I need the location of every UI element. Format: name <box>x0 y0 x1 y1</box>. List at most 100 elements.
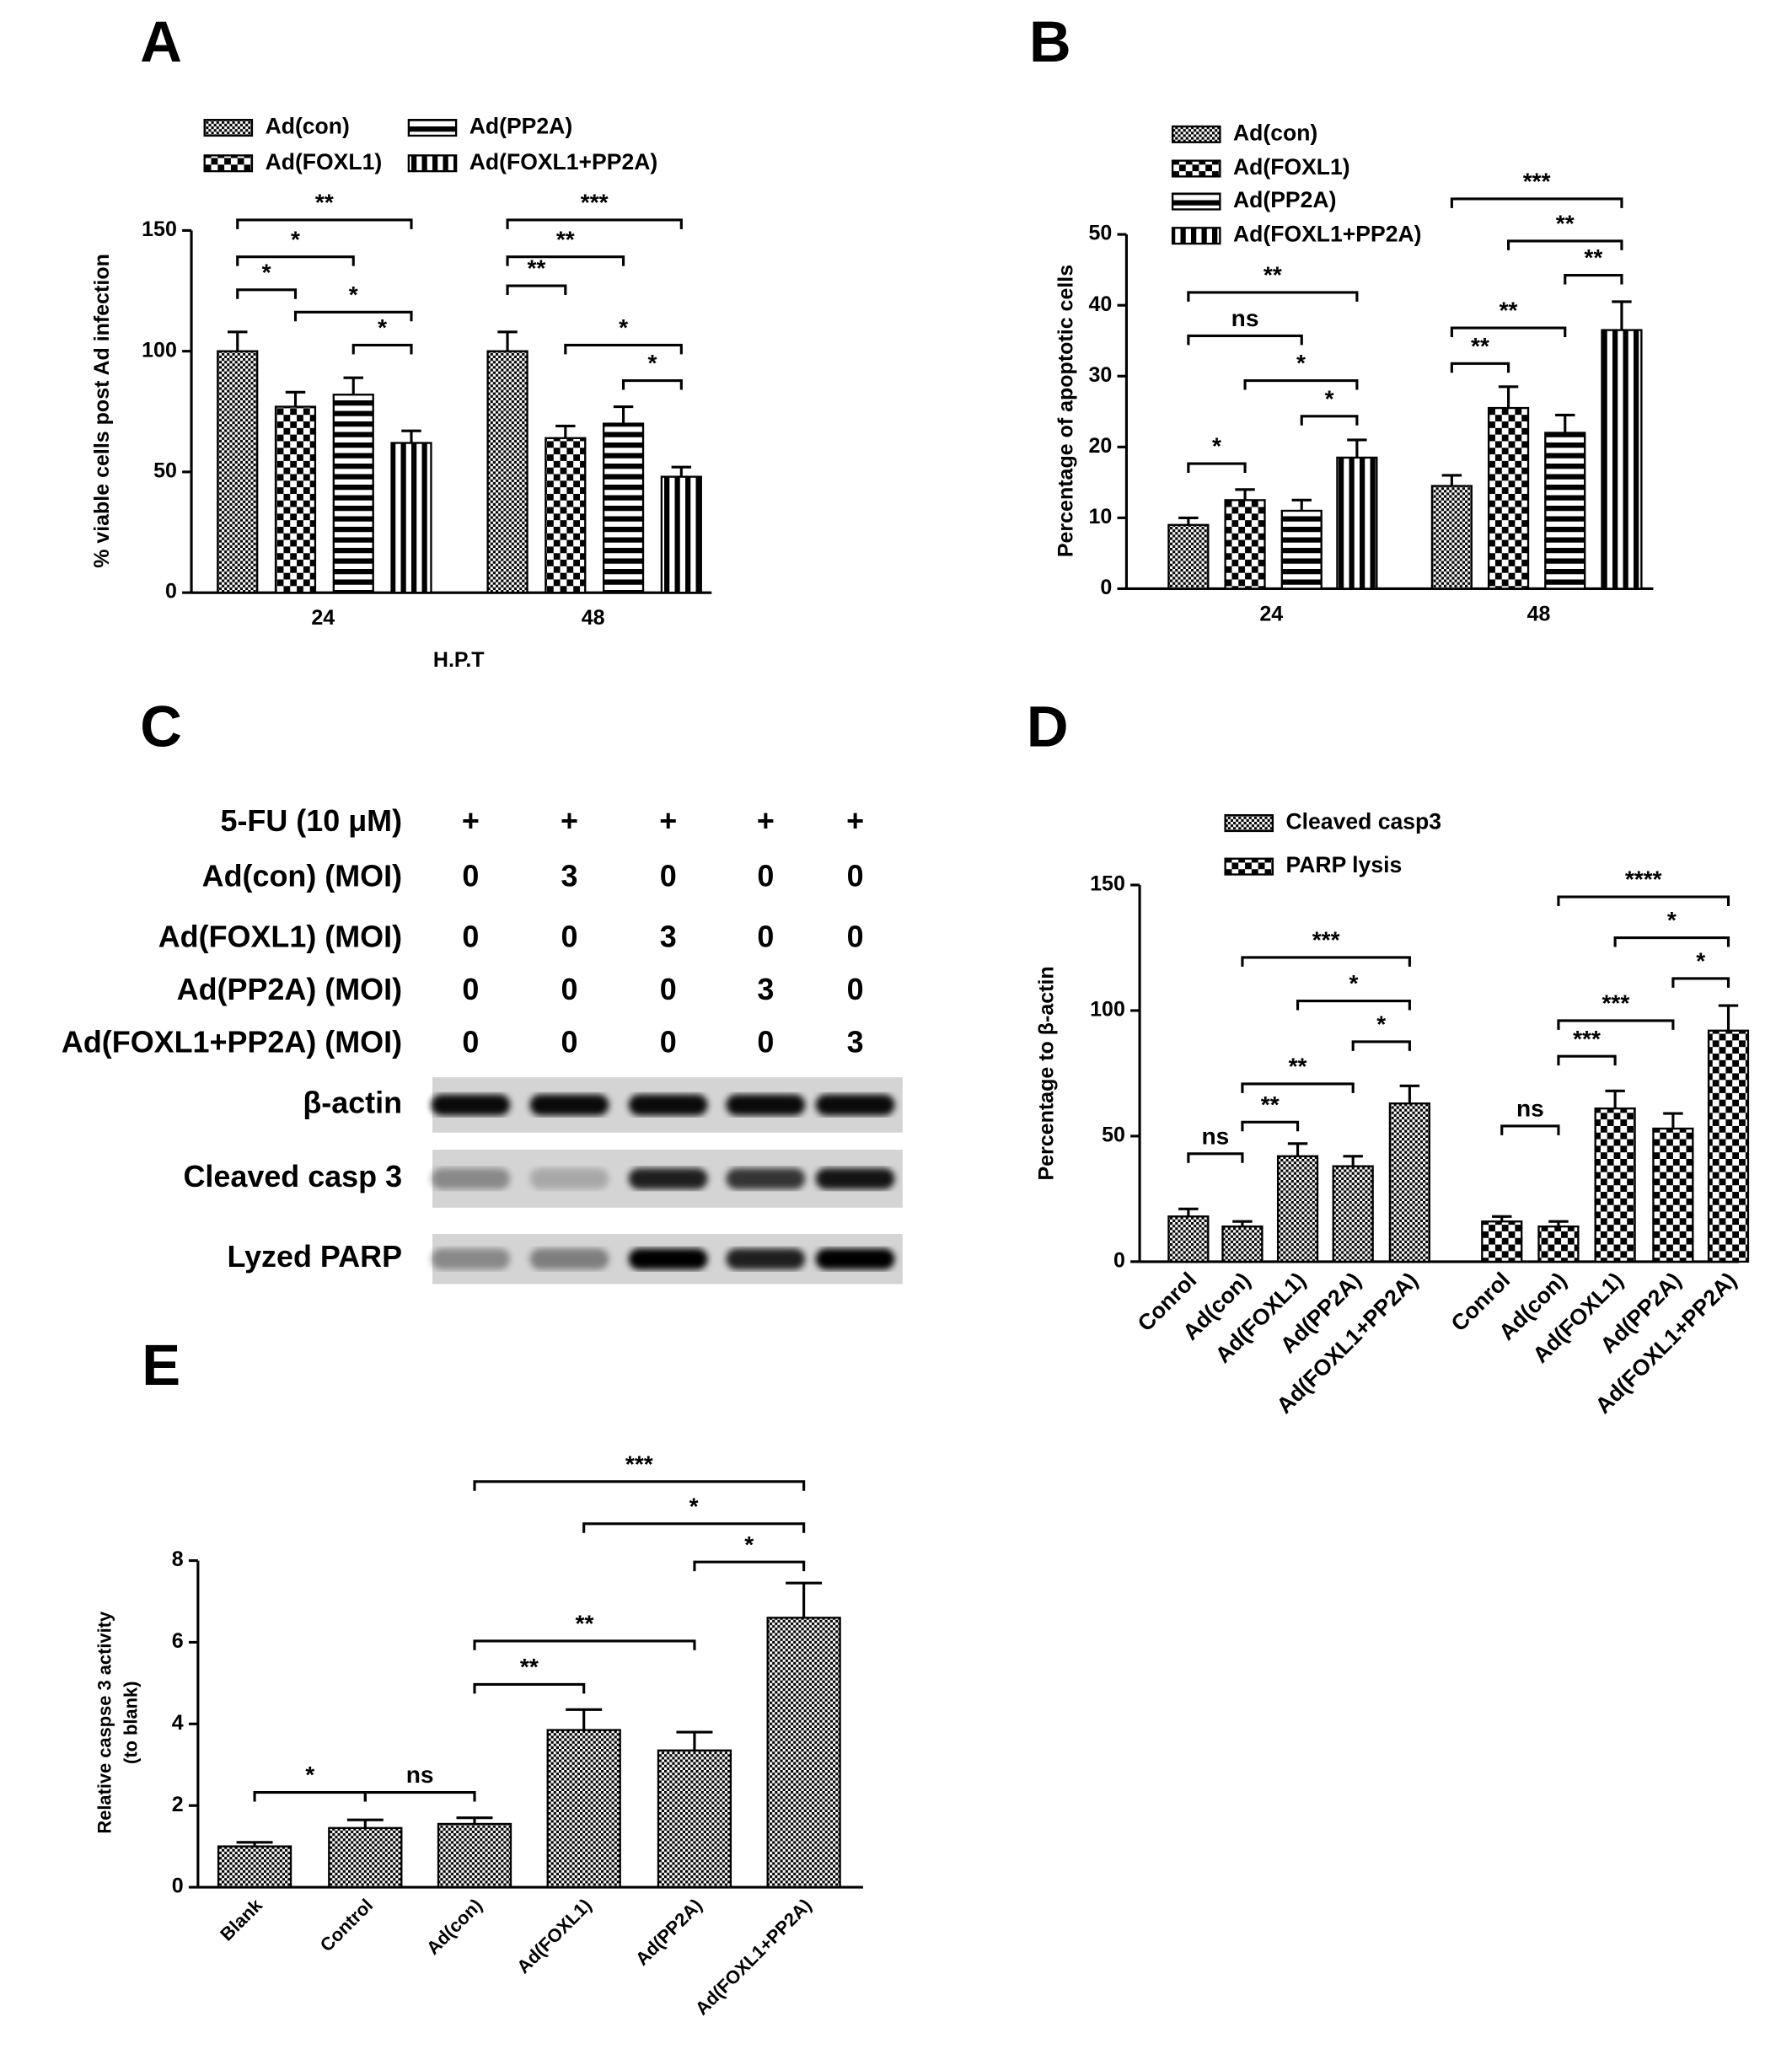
x-tick-label: Ad(con) <box>422 1895 486 1959</box>
row-label: Ad(con) (MOI) <box>202 859 402 893</box>
legend-swatch <box>407 154 458 173</box>
significance-bracket <box>1187 1152 1244 1163</box>
blot-band <box>431 1167 511 1189</box>
cell: 3 <box>757 972 774 1006</box>
y-axis-label: (to blank) <box>121 1682 142 1764</box>
blot-band <box>726 1248 806 1270</box>
significance-bracket <box>363 1791 476 1802</box>
blot-band <box>726 1167 806 1189</box>
cell: 0 <box>462 859 479 893</box>
cell: 0 <box>561 1025 578 1059</box>
significance-label: * <box>1349 970 1358 996</box>
significance-bracket <box>1187 291 1359 302</box>
bar <box>328 1826 403 1889</box>
cell: 0 <box>462 920 479 954</box>
bar <box>1224 499 1266 590</box>
significance-label: *** <box>1312 927 1340 953</box>
significance-bracket <box>506 284 567 295</box>
bar <box>1601 329 1643 590</box>
significance-bracket <box>1500 1124 1560 1135</box>
error-bar <box>1343 1155 1363 1167</box>
significance-label: * <box>744 1531 754 1558</box>
bar <box>545 437 587 594</box>
y-axis-label: Percentage to β-actin <box>1034 966 1058 1180</box>
cell: + <box>659 803 677 838</box>
bar <box>1430 485 1473 590</box>
bar <box>657 1749 732 1889</box>
significance-label: ** <box>1556 211 1575 237</box>
cell: + <box>757 803 775 838</box>
legend-label: Cleaved casp3 <box>1286 809 1441 834</box>
significance-bracket <box>1351 1040 1411 1051</box>
x-tick-label: 48 <box>582 606 605 630</box>
significance-label: * <box>1667 907 1677 933</box>
legend-swatch <box>1171 125 1221 143</box>
error-bar <box>1235 488 1255 501</box>
significance-label: **** <box>1625 866 1662 893</box>
y-tick-label: 150 <box>142 217 177 241</box>
y-tick-label: 4 <box>172 1711 184 1735</box>
significance-label: *** <box>1523 169 1551 195</box>
error-bar <box>456 1816 493 1824</box>
blot-band <box>529 1167 609 1189</box>
cell: + <box>561 803 578 838</box>
legend-label: Ad(PP2A) <box>1233 187 1336 212</box>
significance-bracket <box>506 255 625 266</box>
significance-bracket <box>693 1560 806 1572</box>
significance-bracket <box>1450 197 1623 208</box>
blot-band <box>628 1167 708 1189</box>
significance-label: ** <box>315 190 334 216</box>
blot-band <box>529 1248 609 1270</box>
bar <box>546 1729 621 1889</box>
blot-band <box>815 1094 895 1116</box>
bar <box>437 1822 512 1889</box>
error-bar <box>1555 413 1575 433</box>
error-bar <box>285 390 306 407</box>
blot-band <box>726 1094 806 1116</box>
y-tick-label: 0 <box>1100 576 1112 599</box>
cell: 0 <box>561 920 578 954</box>
y-tick-label: 20 <box>1088 434 1112 458</box>
significance-bracket <box>293 310 413 322</box>
error-bar <box>497 330 518 351</box>
legend-label: Ad(FOXL1+PP2A) <box>1233 222 1421 247</box>
significance-label: * <box>1696 948 1705 974</box>
significance-label: ** <box>1500 298 1518 324</box>
significance-label: *** <box>1573 1026 1601 1052</box>
legend-swatch <box>1224 814 1274 833</box>
legend-label: PARP lysis <box>1286 852 1403 877</box>
significance-bracket <box>1296 999 1411 1011</box>
x-tick-label: Ad(FOXL1) <box>512 1895 595 1977</box>
significance-label: ** <box>556 226 575 252</box>
error-bar <box>1399 1084 1420 1104</box>
row-label: Ad(PP2A) (MOI) <box>177 972 402 1006</box>
panel-letter: B <box>1029 9 1071 74</box>
significance-label: ** <box>1264 262 1282 288</box>
error-bar <box>1178 1207 1199 1217</box>
significance-bracket <box>1300 415 1359 426</box>
error-bar <box>343 376 363 395</box>
error-bar <box>1291 498 1312 511</box>
cell: 0 <box>847 920 864 954</box>
blot-label: Cleaved casp 3 <box>183 1159 402 1193</box>
significance-label: *** <box>1602 990 1629 1016</box>
significance-bracket <box>1243 379 1359 390</box>
x-tick-label: 24 <box>311 606 335 630</box>
bar <box>1481 1220 1523 1263</box>
significance-label: * <box>689 1493 699 1519</box>
cell: 3 <box>561 859 578 893</box>
significance-label: ** <box>1261 1092 1280 1118</box>
legend-swatch <box>407 119 458 137</box>
cell: 3 <box>660 920 677 954</box>
significance-label: * <box>647 350 657 376</box>
error-bar <box>1178 516 1199 525</box>
row-label: Ad(FOXL1) (MOI) <box>158 920 402 954</box>
panel-letter: A <box>140 9 182 74</box>
y-tick-label: 100 <box>142 338 177 362</box>
bar <box>1336 456 1378 590</box>
blot-band <box>431 1248 511 1270</box>
bar <box>332 394 374 594</box>
significance-label: ** <box>527 255 545 282</box>
y-tick-label: 6 <box>172 1629 184 1653</box>
